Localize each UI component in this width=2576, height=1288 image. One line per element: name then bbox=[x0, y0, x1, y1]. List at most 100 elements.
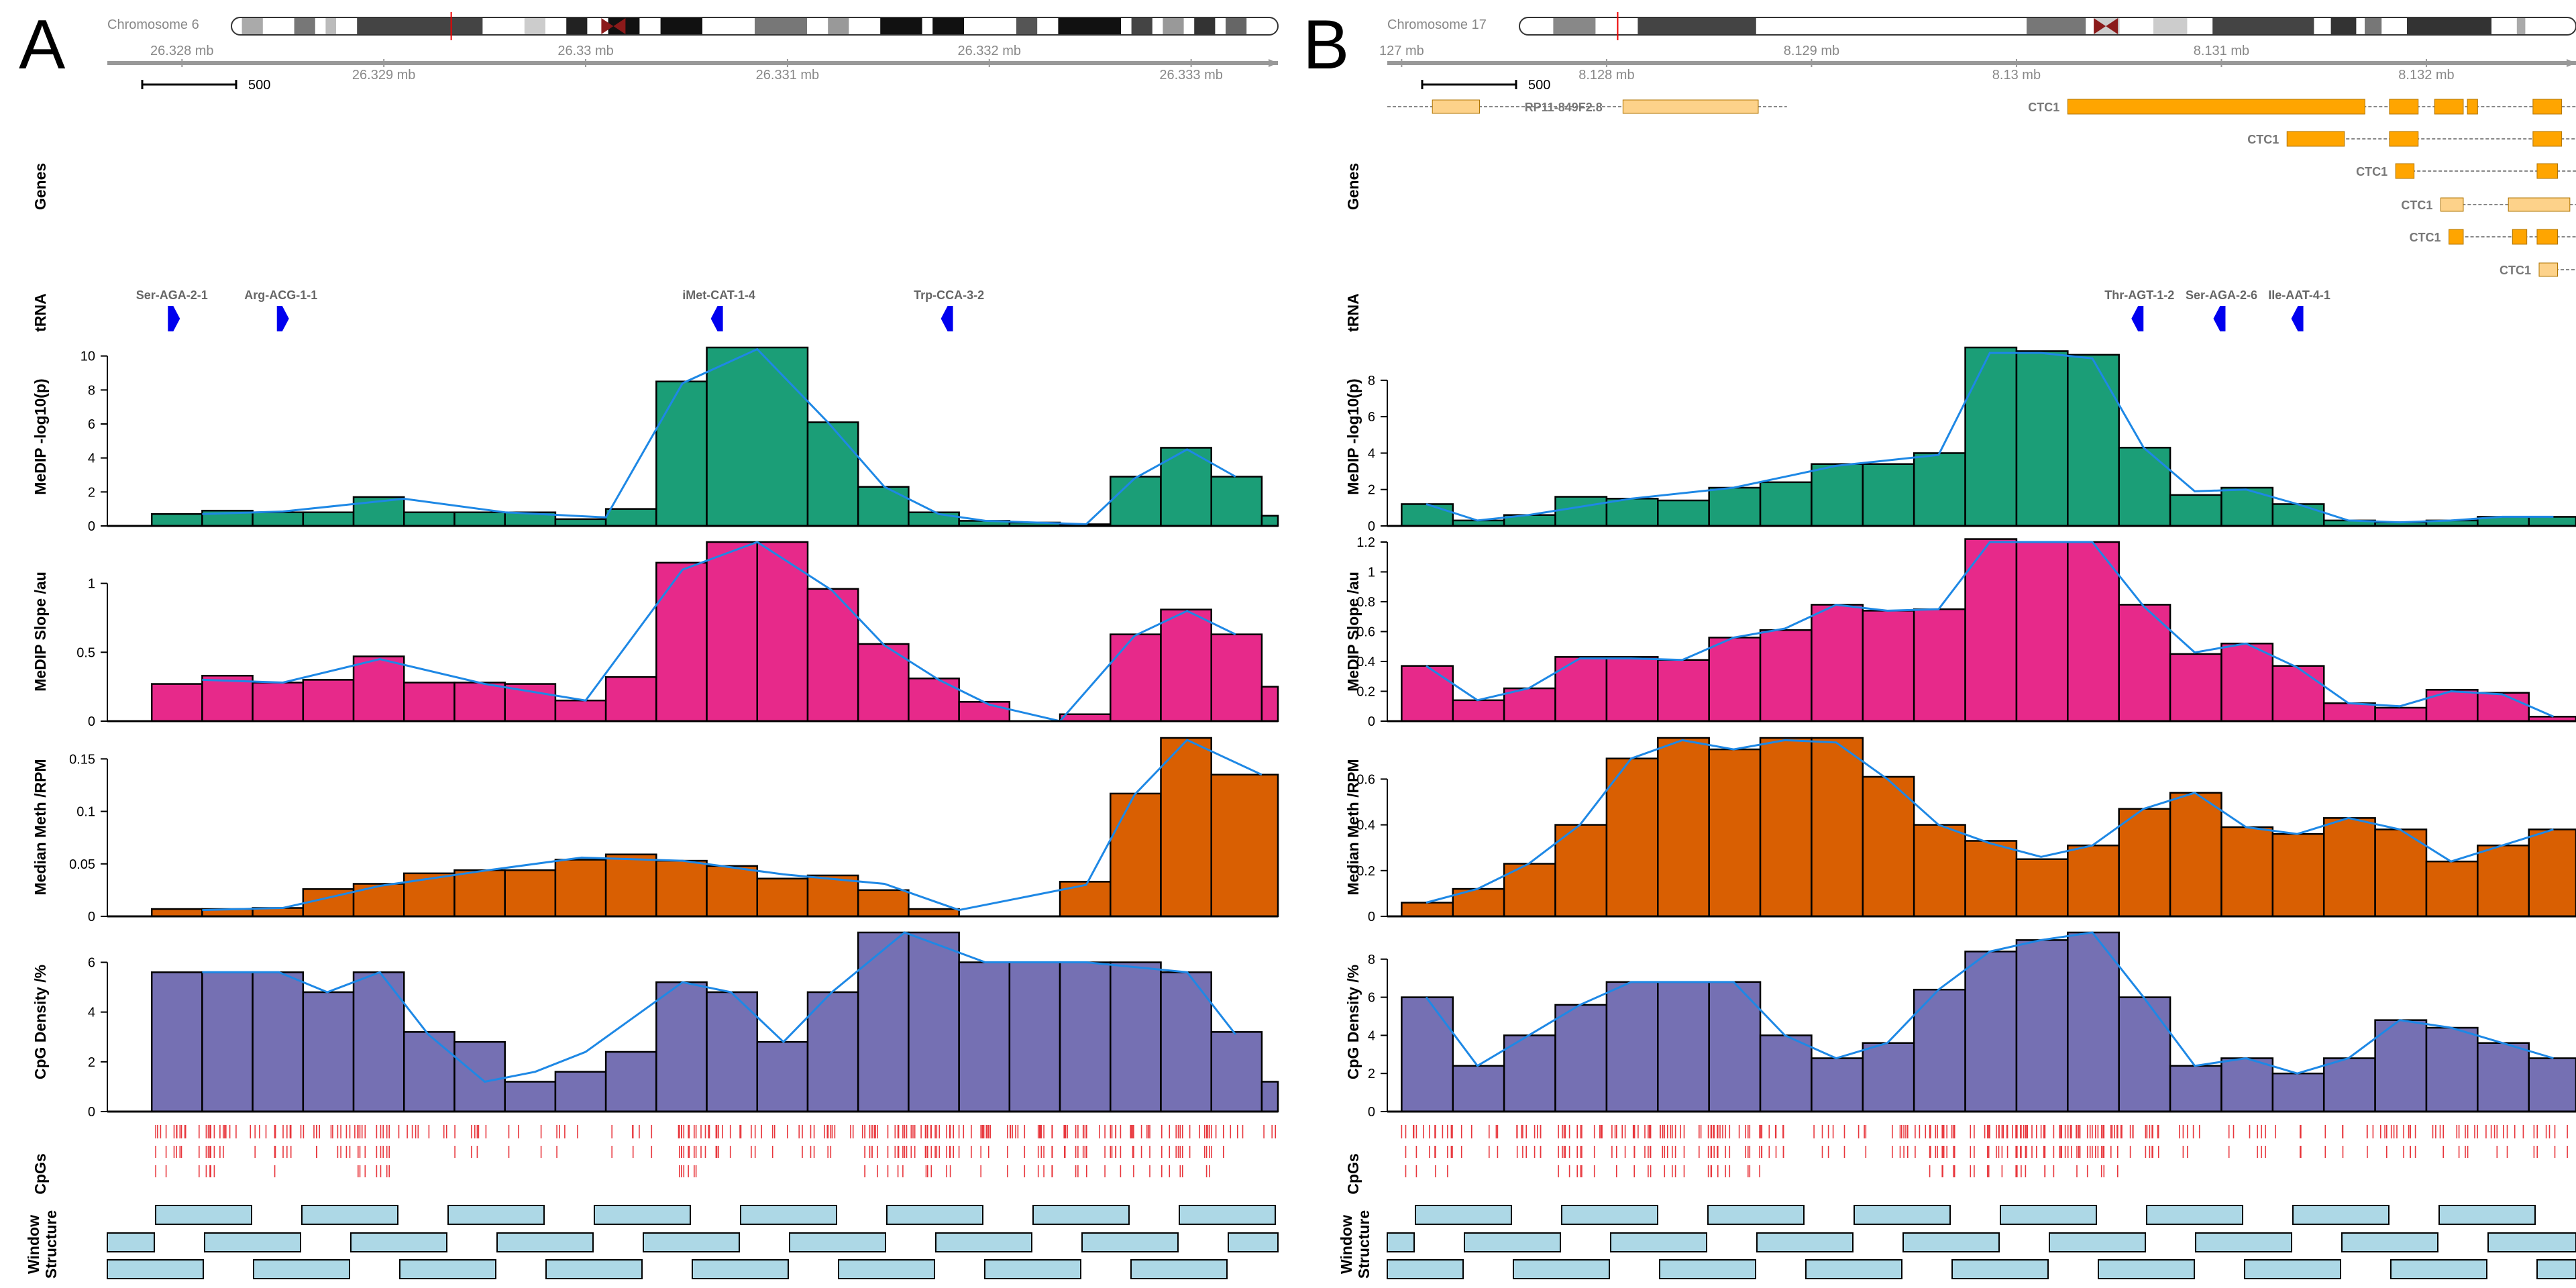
window-block bbox=[1387, 1232, 1415, 1252]
bar-meth bbox=[1160, 737, 1212, 918]
bar-cpg bbox=[1913, 988, 1966, 1113]
panel-letter: A bbox=[19, 6, 66, 84]
bar-medip bbox=[1708, 486, 1762, 527]
ideogram-band bbox=[880, 18, 922, 34]
bar-meth bbox=[1605, 757, 1659, 918]
bar-meth bbox=[604, 853, 657, 918]
y-tick-label: 8 bbox=[1368, 374, 1375, 388]
bar-meth bbox=[352, 883, 405, 918]
y-tick-label: 0 bbox=[1368, 714, 1375, 729]
bar-medip bbox=[1260, 515, 1279, 527]
track-label-medip: MeDIP -log10(p) bbox=[32, 378, 49, 494]
bar-cpg bbox=[2271, 1072, 2325, 1113]
window-block bbox=[692, 1259, 789, 1279]
window-block bbox=[2341, 1232, 2438, 1252]
gene-label: CTC1 bbox=[2401, 199, 2432, 212]
window-block bbox=[1513, 1259, 1610, 1279]
bar-meth bbox=[2322, 817, 2376, 918]
bar-medip bbox=[2015, 350, 2069, 527]
bar-slope bbox=[1605, 656, 1659, 722]
bar-cpg bbox=[1210, 1031, 1263, 1113]
axis-tick-label: 8.131 mb bbox=[2194, 44, 2249, 58]
bar-cpg bbox=[302, 991, 355, 1113]
scale-bar: 500 bbox=[1421, 78, 1550, 93]
window-block bbox=[496, 1232, 594, 1252]
bar-medip bbox=[252, 511, 305, 527]
window-structure-track bbox=[1387, 1205, 2576, 1279]
bar-medip bbox=[2220, 486, 2274, 527]
bar-medip bbox=[706, 346, 809, 527]
trna-arrow-icon bbox=[710, 306, 723, 331]
trna-label: Trp-CCA-3-2 bbox=[914, 288, 984, 302]
window-block bbox=[2146, 1205, 2243, 1225]
bar-meth bbox=[403, 872, 455, 918]
ideogram-band bbox=[828, 18, 849, 34]
bar-cpg bbox=[1811, 1057, 1864, 1113]
y-tick-label: 0 bbox=[1368, 910, 1375, 924]
panel-letter: B bbox=[1303, 6, 1349, 84]
bar-slope bbox=[1554, 656, 1608, 722]
genome-axis-arrow bbox=[1269, 59, 1278, 67]
track-label-cpg: CpG Density /% bbox=[1344, 965, 1362, 1079]
gene-label: CTC1 bbox=[2028, 101, 2059, 114]
trna-label: Ser-AGA-2-6 bbox=[2186, 288, 2257, 302]
bar-meth bbox=[554, 859, 607, 918]
y-tick-label: 0.4 bbox=[1356, 818, 1375, 833]
window-block bbox=[301, 1205, 398, 1225]
gene-label: CTC1 bbox=[2247, 133, 2279, 146]
window-block bbox=[1228, 1232, 1279, 1252]
bar-meth bbox=[1110, 792, 1162, 918]
bar-meth bbox=[2374, 828, 2428, 918]
y-tick-label: 1.2 bbox=[1356, 535, 1375, 550]
ideogram-band bbox=[2330, 18, 2357, 34]
bar-meth bbox=[504, 869, 557, 918]
bar-medip bbox=[150, 513, 203, 527]
cpgs-track bbox=[1401, 1125, 2568, 1177]
bar-slope bbox=[1110, 633, 1162, 722]
bar-cpg bbox=[2322, 1057, 2376, 1113]
window-block bbox=[789, 1232, 886, 1252]
trend-line-slope bbox=[1426, 541, 2554, 718]
bar-meth bbox=[1862, 775, 1915, 918]
window-block bbox=[1659, 1259, 1756, 1279]
window-block bbox=[1561, 1205, 1658, 1225]
y-tick-label: 0.8 bbox=[1356, 595, 1375, 610]
axis-tick-label: 26.331 mb bbox=[756, 68, 820, 83]
panel-b: B Chromosome 17 127 mb 8.128 mb 8.129 mb 8.13… bbox=[1303, 6, 2576, 1279]
gene-exon bbox=[2389, 131, 2419, 147]
axis-tick-label: 8.128 mb bbox=[1578, 68, 1634, 83]
bar-meth bbox=[1401, 902, 1454, 918]
window-block bbox=[740, 1205, 837, 1225]
window-block bbox=[838, 1259, 935, 1279]
y-tick-label: 8 bbox=[1368, 953, 1375, 967]
y-tick-label: 6 bbox=[1368, 410, 1375, 425]
bar-slope bbox=[1260, 686, 1279, 722]
window-block bbox=[2487, 1232, 2576, 1252]
trna-track: Thr-AGT-1-2 Ser-AGA-2-6 Ile-AAT-4-1 bbox=[2104, 288, 2330, 331]
window-block bbox=[253, 1259, 350, 1279]
bar-slope bbox=[655, 561, 708, 722]
bar-medip bbox=[1110, 476, 1162, 527]
ideogram-band bbox=[2407, 18, 2491, 34]
y-tick-label: 8 bbox=[88, 383, 95, 398]
gene-exon bbox=[2440, 197, 2464, 212]
y-tick-label: 0.2 bbox=[1356, 685, 1375, 700]
bar-cpg bbox=[706, 991, 759, 1113]
axis-tick-label: 26.329 mb bbox=[352, 68, 416, 83]
window-block bbox=[1032, 1205, 1130, 1225]
axis-tick-label: 26.33 mb bbox=[557, 44, 613, 58]
bar-slope bbox=[504, 683, 557, 722]
trna-label: iMet-CAT-1-4 bbox=[682, 288, 755, 302]
y-tick-label: 0.05 bbox=[69, 857, 95, 872]
bar-meth bbox=[908, 908, 960, 918]
bar-slope bbox=[1708, 637, 1762, 722]
bar-slope bbox=[1059, 713, 1112, 722]
bar-slope bbox=[201, 674, 254, 722]
bar-cpg bbox=[2374, 1019, 2428, 1113]
cpgs-track bbox=[155, 1125, 1276, 1177]
axis-tick-label: 8.132 mb bbox=[2398, 68, 2454, 83]
bar-medip bbox=[1554, 496, 1608, 527]
bar-medip bbox=[1811, 463, 1864, 527]
bar-cpg bbox=[1008, 961, 1061, 1113]
y-tick-label: 0 bbox=[88, 1105, 95, 1120]
